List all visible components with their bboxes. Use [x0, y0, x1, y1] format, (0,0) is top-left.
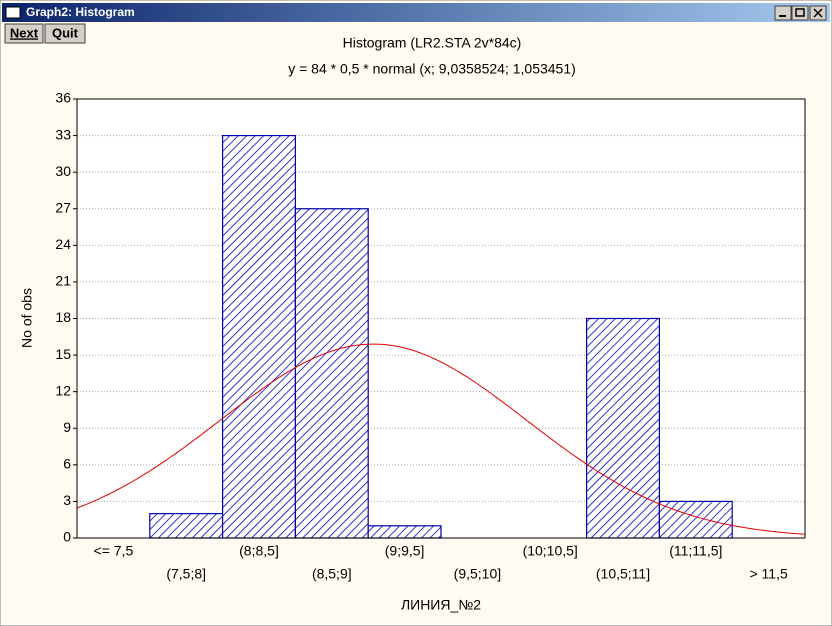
- bar: [222, 134, 297, 539]
- window-controls[interactable]: [774, 5, 827, 21]
- quit-button[interactable]: [44, 23, 86, 44]
- y-tick-label: 9: [63, 419, 71, 435]
- x-tick-label: (10;10,5]: [523, 543, 578, 559]
- bar: [294, 208, 369, 539]
- y-tick-label: 27: [55, 199, 71, 215]
- y-tick-label: 3: [63, 492, 71, 508]
- minimize-button[interactable]: [774, 5, 792, 21]
- bar: [367, 525, 442, 539]
- x-tick-label: (11;11,5]: [669, 543, 722, 559]
- maximize-icon: [795, 8, 805, 17]
- plot-frame: [76, 98, 806, 539]
- chart-subtitle: y = 84 * 0,5 * normal (x; 9,0358524; 1,0…: [288, 61, 576, 77]
- x-tick-label: (10,5;11]: [596, 566, 650, 582]
- y-tick-label: 15: [55, 346, 71, 362]
- bar: [149, 513, 224, 539]
- maximize-button[interactable]: [791, 5, 809, 21]
- x-tick-label: (9;9,5]: [385, 543, 425, 559]
- y-tick-label: 0: [63, 529, 71, 545]
- bar: [658, 500, 733, 539]
- y-axis-label: No of obs: [19, 288, 35, 348]
- quit-button-label[interactable]: Quit: [52, 25, 79, 40]
- x-tick-label: (8,5;9]: [312, 566, 352, 582]
- y-tick-label: 21: [55, 273, 71, 289]
- y-tick-label: 24: [55, 236, 71, 252]
- window-icon: [5, 6, 21, 19]
- fit-curve: [76, 343, 806, 535]
- title-bar: [2, 3, 830, 22]
- x-tick-label: <= 7,5: [94, 543, 134, 559]
- y-tick-label: 30: [55, 163, 71, 179]
- y-tick-label: 33: [55, 126, 71, 142]
- y-tick-label: 12: [55, 382, 71, 398]
- y-tick-label: 18: [55, 309, 71, 325]
- x-tick-label: (7,5;8]: [166, 566, 206, 582]
- x-tick-label: (9,5;10]: [454, 566, 501, 582]
- y-tick-label: 6: [63, 456, 71, 472]
- bar: [585, 317, 660, 539]
- x-tick-label: (8;8,5]: [239, 543, 279, 559]
- chart-title: Histogram (LR2.STA 2v*84c): [343, 35, 522, 51]
- close-icon: [813, 8, 823, 18]
- y-tick-label: 36: [55, 90, 71, 106]
- x-axis-label: ЛИНИЯ_№2: [401, 597, 481, 613]
- window-title: Graph2: Histogram: [26, 5, 135, 19]
- x-tick-label: > 11,5: [749, 566, 787, 582]
- next-button[interactable]: [4, 23, 44, 44]
- next-button-label[interactable]: Next: [10, 25, 39, 40]
